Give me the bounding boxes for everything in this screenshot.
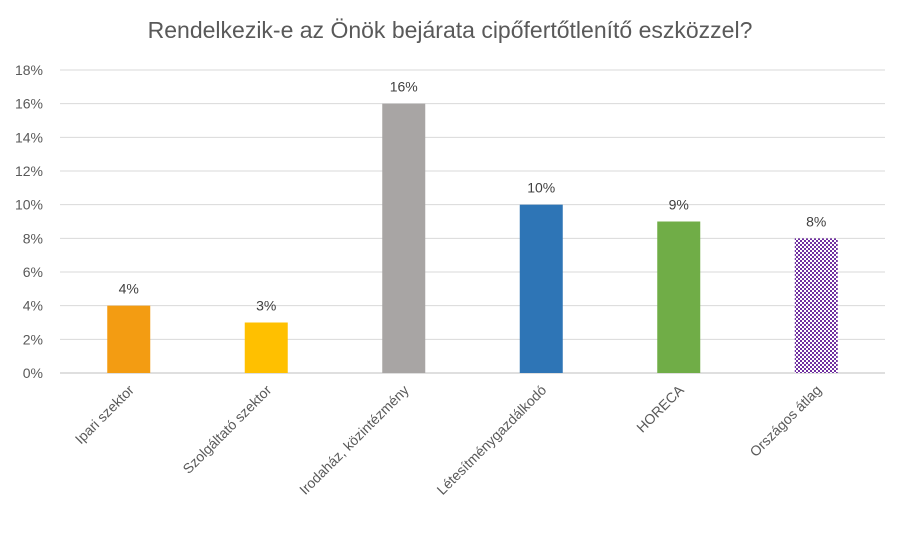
y-tick-label: 14% xyxy=(15,129,43,145)
category-label: HORECA xyxy=(633,381,687,435)
gridlines xyxy=(60,69,885,374)
y-tick-label: 12% xyxy=(15,163,43,179)
y-tick-label: 2% xyxy=(23,331,43,347)
data-label: 8% xyxy=(806,213,826,229)
category-labels: Ipari szektor Szolgáltató szektor Irodaház… xyxy=(72,381,825,497)
category-label: Irodaház, közintézmény xyxy=(296,382,412,498)
category-label: Szolgáltató szektor xyxy=(179,382,274,477)
y-tick-label: 16% xyxy=(15,96,43,112)
y-tick-label: 4% xyxy=(23,298,43,314)
bar xyxy=(107,305,151,373)
y-axis-ticks: 0% 2% 4% 6% 8% 10% 12% 14% 16% 18% xyxy=(15,62,43,381)
bars xyxy=(107,103,838,374)
bar xyxy=(794,238,838,373)
y-tick-label: 0% xyxy=(23,365,43,381)
category-label: Létesítménygazdálkodó xyxy=(433,382,549,498)
chart-title: Rendelkezik-e az Önök bejárata cipőfertő… xyxy=(148,17,753,43)
data-label: 9% xyxy=(669,197,689,213)
data-label: 4% xyxy=(119,281,139,297)
category-label: Országos átlag xyxy=(746,382,824,460)
y-tick-label: 18% xyxy=(15,62,43,78)
bar xyxy=(519,204,563,373)
y-tick-label: 10% xyxy=(15,197,43,213)
data-label: 10% xyxy=(527,180,555,196)
bar xyxy=(244,322,288,373)
bar xyxy=(382,103,426,374)
bar xyxy=(657,221,701,373)
y-tick-label: 6% xyxy=(23,264,43,280)
data-label: 16% xyxy=(390,79,418,95)
data-labels: 4% 3% 16% 10% 9% 8% xyxy=(119,79,827,314)
y-tick-label: 8% xyxy=(23,230,43,246)
category-label: Ipari szektor xyxy=(72,382,137,447)
data-label: 3% xyxy=(256,298,276,314)
